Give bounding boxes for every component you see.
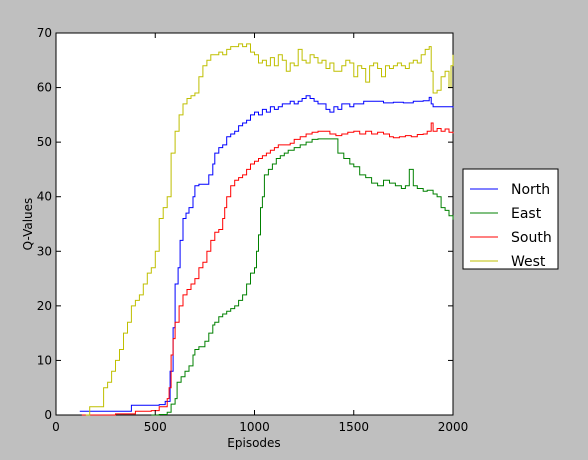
legend-box — [462, 168, 559, 270]
series-line-east — [151, 138, 454, 416]
x-tick-label-1: 500 — [144, 420, 167, 434]
y-tick-label-5: 50 — [37, 135, 52, 149]
y-tick-label-7: 70 — [37, 26, 52, 40]
y-tick-label-1: 10 — [37, 353, 52, 367]
x-tick-label-4: 2000 — [438, 420, 469, 434]
x-tick-label-3: 1500 — [338, 420, 369, 434]
x-axis-label: Episodes — [227, 436, 280, 450]
y-tick-label-0: 0 — [44, 408, 52, 422]
legend-label-east: East — [511, 206, 542, 222]
y-tick-label-3: 30 — [37, 244, 52, 258]
series-layer — [79, 43, 454, 416]
plot-area — [55, 32, 454, 416]
y-tick-label-2: 20 — [37, 299, 52, 313]
tick-layer: 0 500 1000 1500 2000 0 10 20 30 40 50 60 70 — [37, 26, 469, 434]
legend-label-west: West — [511, 254, 546, 270]
y-axis-label: Q-Values — [21, 198, 35, 251]
y-tick-label-6: 60 — [37, 81, 52, 95]
series-line-north — [79, 95, 454, 412]
series-line-west — [85, 43, 454, 416]
legend-label-north: North — [511, 182, 550, 198]
y-tick-label-4: 40 — [37, 190, 52, 204]
legend: North East South West — [462, 168, 559, 270]
x-tick-label-2: 1000 — [239, 420, 270, 434]
series-line-south — [81, 122, 454, 416]
x-tick-label-0: 0 — [52, 420, 60, 434]
legend-label-south: South — [511, 230, 552, 246]
